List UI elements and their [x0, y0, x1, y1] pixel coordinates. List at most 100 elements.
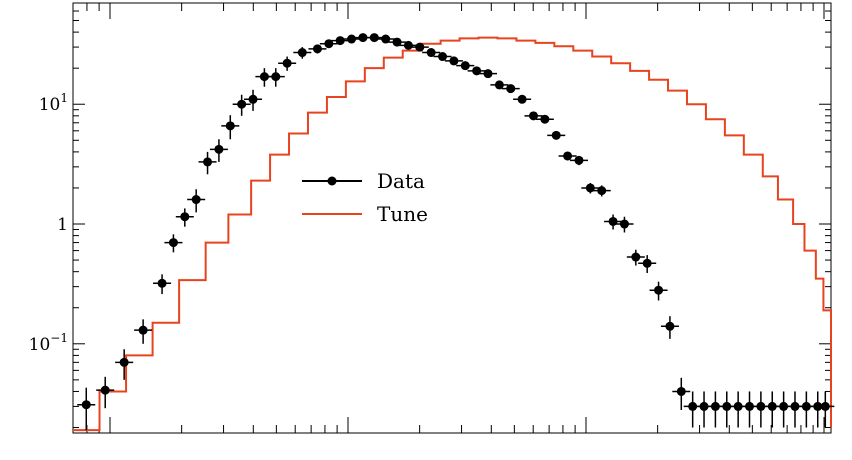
data-point [388, 37, 407, 47]
data-point [134, 319, 153, 344]
data-point [797, 391, 816, 428]
data-point [569, 155, 588, 166]
data-point [751, 391, 770, 428]
legend-data-marker [327, 176, 337, 186]
data-marker [665, 321, 675, 331]
data-point [467, 66, 486, 76]
data-marker [460, 61, 470, 71]
data-marker [403, 40, 413, 50]
data-point [444, 56, 463, 66]
data-point [785, 391, 804, 428]
x-axis-ticks [86, 3, 825, 433]
data-point [244, 89, 263, 111]
data-point [592, 185, 611, 197]
data-marker [191, 195, 201, 205]
data-point [638, 255, 657, 273]
data-marker [438, 52, 448, 62]
data-point [604, 214, 623, 230]
data-marker [81, 400, 91, 410]
data-point [308, 44, 327, 54]
data-marker [820, 401, 830, 411]
data-marker [483, 69, 493, 79]
data-marker [608, 216, 618, 226]
data-marker [237, 99, 247, 109]
data-marker [415, 42, 425, 52]
data-marker [574, 155, 584, 165]
legend: Data Tune [302, 169, 428, 226]
data-marker [248, 94, 258, 104]
data-point [198, 151, 217, 175]
legend-item-tune: Tune [302, 202, 428, 226]
data-marker [631, 252, 641, 262]
data-point [422, 48, 441, 58]
data-point [547, 130, 566, 140]
data-point [717, 391, 736, 428]
data-marker [699, 401, 709, 411]
data-point [278, 56, 297, 71]
data-point [683, 391, 702, 428]
data-marker [259, 72, 269, 82]
data-point [490, 80, 509, 90]
data-marker [619, 219, 629, 229]
y-tick-label-base: 10 [29, 335, 51, 355]
data-point [615, 216, 634, 233]
data-marker [225, 121, 235, 131]
data-point [255, 68, 274, 87]
data-point [187, 189, 206, 213]
data-point [77, 387, 96, 431]
data-marker [168, 238, 178, 248]
data-marker [688, 401, 698, 411]
data-point [96, 376, 115, 409]
data-marker [745, 401, 755, 411]
tune-series [73, 36, 832, 432]
y-tick-label: 10−1 [29, 331, 68, 355]
data-marker [381, 34, 391, 44]
data-point [410, 42, 429, 52]
data-point [524, 111, 543, 121]
data-marker [426, 48, 436, 58]
data-point [763, 391, 782, 428]
data-point [232, 94, 251, 116]
data-point [376, 34, 395, 44]
data-marker [271, 72, 281, 82]
data-point [558, 151, 577, 161]
data-marker [642, 258, 652, 268]
data-marker [324, 39, 334, 49]
data-point [293, 47, 312, 59]
data-marker [779, 401, 789, 411]
y-tick-label-base: 1 [57, 215, 68, 235]
data-marker [710, 401, 720, 411]
data-point [535, 114, 554, 124]
data-point [513, 94, 532, 104]
data-marker [392, 37, 402, 47]
data-point [706, 391, 725, 428]
data-point [581, 182, 600, 194]
data-marker [472, 66, 482, 76]
data-marker [494, 80, 504, 90]
data-series [77, 33, 835, 431]
y-tick-label: 101 [39, 91, 68, 115]
data-marker [585, 183, 595, 193]
data-marker [214, 144, 224, 154]
data-marker [180, 212, 190, 222]
data-marker [312, 44, 322, 54]
data-point [729, 391, 748, 428]
data-marker [335, 36, 345, 46]
data-point [153, 274, 172, 295]
data-marker [297, 48, 307, 58]
data-marker [157, 278, 167, 288]
legend-label-data: Data [377, 169, 425, 193]
data-point [456, 61, 475, 71]
data-point [433, 52, 452, 62]
data-point [501, 84, 520, 94]
data-marker [654, 285, 664, 295]
data-point [774, 391, 793, 428]
data-marker [756, 401, 766, 411]
data-marker [528, 111, 538, 121]
legend-item-data: Data [302, 169, 425, 193]
data-marker [722, 401, 732, 411]
y-tick-label: 1 [57, 215, 68, 235]
data-point [479, 69, 498, 79]
data-marker [767, 401, 777, 411]
